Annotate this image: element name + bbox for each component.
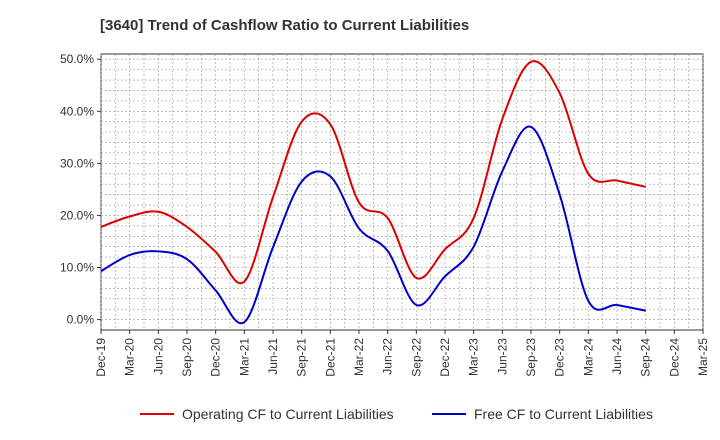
grid-lines: [100, 54, 704, 330]
y-tick-label: 30.0%: [60, 156, 94, 170]
x-tick-label: Dec-24: [667, 338, 681, 377]
x-tick-label: Dec-22: [438, 338, 452, 377]
x-tick-label: Jun-20: [151, 338, 165, 375]
x-tick-label: Sep-23: [524, 338, 538, 377]
x-tick-label: Jun-23: [495, 338, 509, 375]
x-tick-label: Sep-22: [409, 338, 423, 377]
series-line-operating-cf: [100, 60, 646, 285]
y-tick-label: 0.0%: [67, 313, 95, 327]
legend-free-cf-label: Free CF to Current Liabilities: [474, 406, 653, 422]
x-tick-label: Mar-21: [237, 338, 251, 376]
y-tick-label: 40.0%: [60, 104, 94, 118]
chart-title: [3640] Trend of Cashflow Ratio to Curren…: [100, 17, 469, 34]
legend-operating-cf-label: Operating CF to Current Liabilities: [182, 406, 394, 422]
x-tick-label: Sep-20: [180, 338, 194, 377]
y-tick-label: 50.0%: [60, 52, 94, 66]
x-tick-label: Mar-20: [123, 338, 137, 376]
x-tick-label: Dec-23: [553, 338, 567, 377]
x-tick-label: Sep-24: [639, 338, 653, 377]
y-tick-label: 10.0%: [60, 261, 94, 275]
x-tick-label: Mar-24: [581, 338, 595, 376]
series-line-free-cf: [100, 125, 646, 325]
x-tick-label: Jun-24: [610, 338, 624, 375]
y-tick-label: 20.0%: [60, 208, 94, 222]
x-tick-label: Dec-19: [94, 338, 108, 377]
x-tick-label: Mar-25: [696, 338, 710, 376]
series-lines: [100, 60, 646, 325]
x-axis: Dec-19 Mar-20 Jun-20 Sep-20 Dec-20 Mar-21 Jun-…: [94, 330, 710, 377]
x-tick-label: Mar-23: [467, 338, 481, 376]
x-tick-label: Sep-21: [295, 338, 309, 377]
x-tick-label: Jun-22: [381, 338, 395, 375]
x-tick-label: Mar-22: [352, 338, 366, 376]
x-tick-label: Jun-21: [266, 338, 280, 375]
y-axis: 0.0% 10.0% 20.0% 30.0% 40.0% 50.0%: [60, 52, 101, 327]
legend: Operating CF to Current Liabilities Free …: [140, 406, 653, 422]
x-tick-label: Dec-21: [323, 338, 337, 377]
x-tick-label: Dec-20: [209, 338, 223, 377]
